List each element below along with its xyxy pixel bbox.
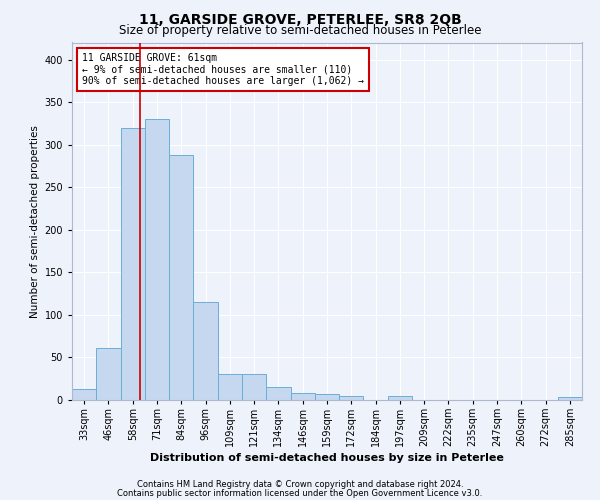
Text: Contains HM Land Registry data © Crown copyright and database right 2024.: Contains HM Land Registry data © Crown c… (137, 480, 463, 489)
Text: Contains public sector information licensed under the Open Government Licence v3: Contains public sector information licen… (118, 488, 482, 498)
Bar (145, 119, 169, 400)
Bar (96, 348, 121, 400)
Y-axis label: Number of semi-detached properties: Number of semi-detached properties (30, 125, 40, 318)
Bar (266, 387, 290, 400)
Bar (388, 396, 412, 400)
Bar (315, 394, 339, 400)
Bar (169, 155, 193, 400)
Text: 11 GARSIDE GROVE: 61sqm
← 9% of semi-detached houses are smaller (110)
90% of se: 11 GARSIDE GROVE: 61sqm ← 9% of semi-det… (82, 53, 364, 86)
Text: Size of property relative to semi-detached houses in Peterlee: Size of property relative to semi-detach… (119, 24, 481, 37)
Bar (218, 374, 242, 400)
Bar (339, 396, 364, 400)
Bar (242, 374, 266, 400)
Bar (558, 396, 582, 400)
Bar (72, 389, 96, 400)
Bar (121, 128, 145, 400)
Text: 11, GARSIDE GROVE, PETERLEE, SR8 2QB: 11, GARSIDE GROVE, PETERLEE, SR8 2QB (139, 12, 461, 26)
Bar (193, 302, 218, 400)
Bar (290, 393, 315, 400)
X-axis label: Distribution of semi-detached houses by size in Peterlee: Distribution of semi-detached houses by … (150, 454, 504, 464)
